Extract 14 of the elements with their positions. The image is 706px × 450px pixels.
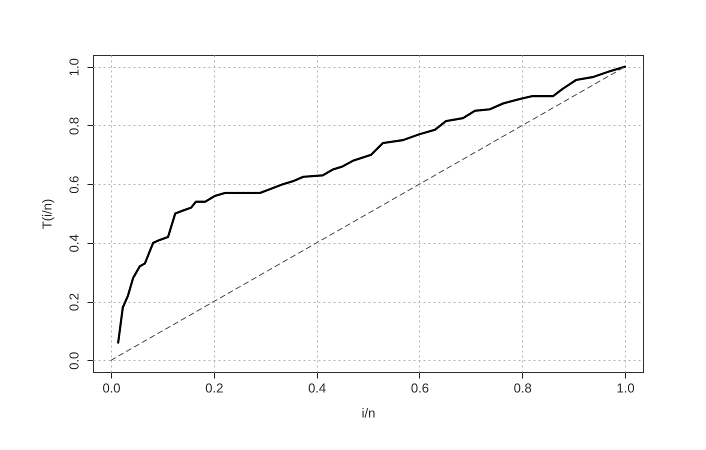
x-tick-label: 0.4 <box>308 380 326 396</box>
y-tick-label: 0.8 <box>66 116 82 135</box>
x-tick-label: 0.0 <box>102 380 121 396</box>
y-tick-label: 0.6 <box>66 176 82 194</box>
y-axis-title: T(i/n) <box>40 198 54 230</box>
y-tick-label: 1.0 <box>66 58 82 76</box>
x-tick-label: 0.6 <box>410 380 429 396</box>
x-tick-label: 1.0 <box>616 380 635 396</box>
x-tick-label: 0.8 <box>514 380 532 396</box>
y-tick-label: 0.4 <box>66 234 82 252</box>
y-tick-label: 0.0 <box>66 352 82 370</box>
x-tick-label: 0.2 <box>205 380 224 396</box>
y-tick-label: 0.2 <box>66 293 82 312</box>
x-axis-title: i/n <box>362 406 376 420</box>
